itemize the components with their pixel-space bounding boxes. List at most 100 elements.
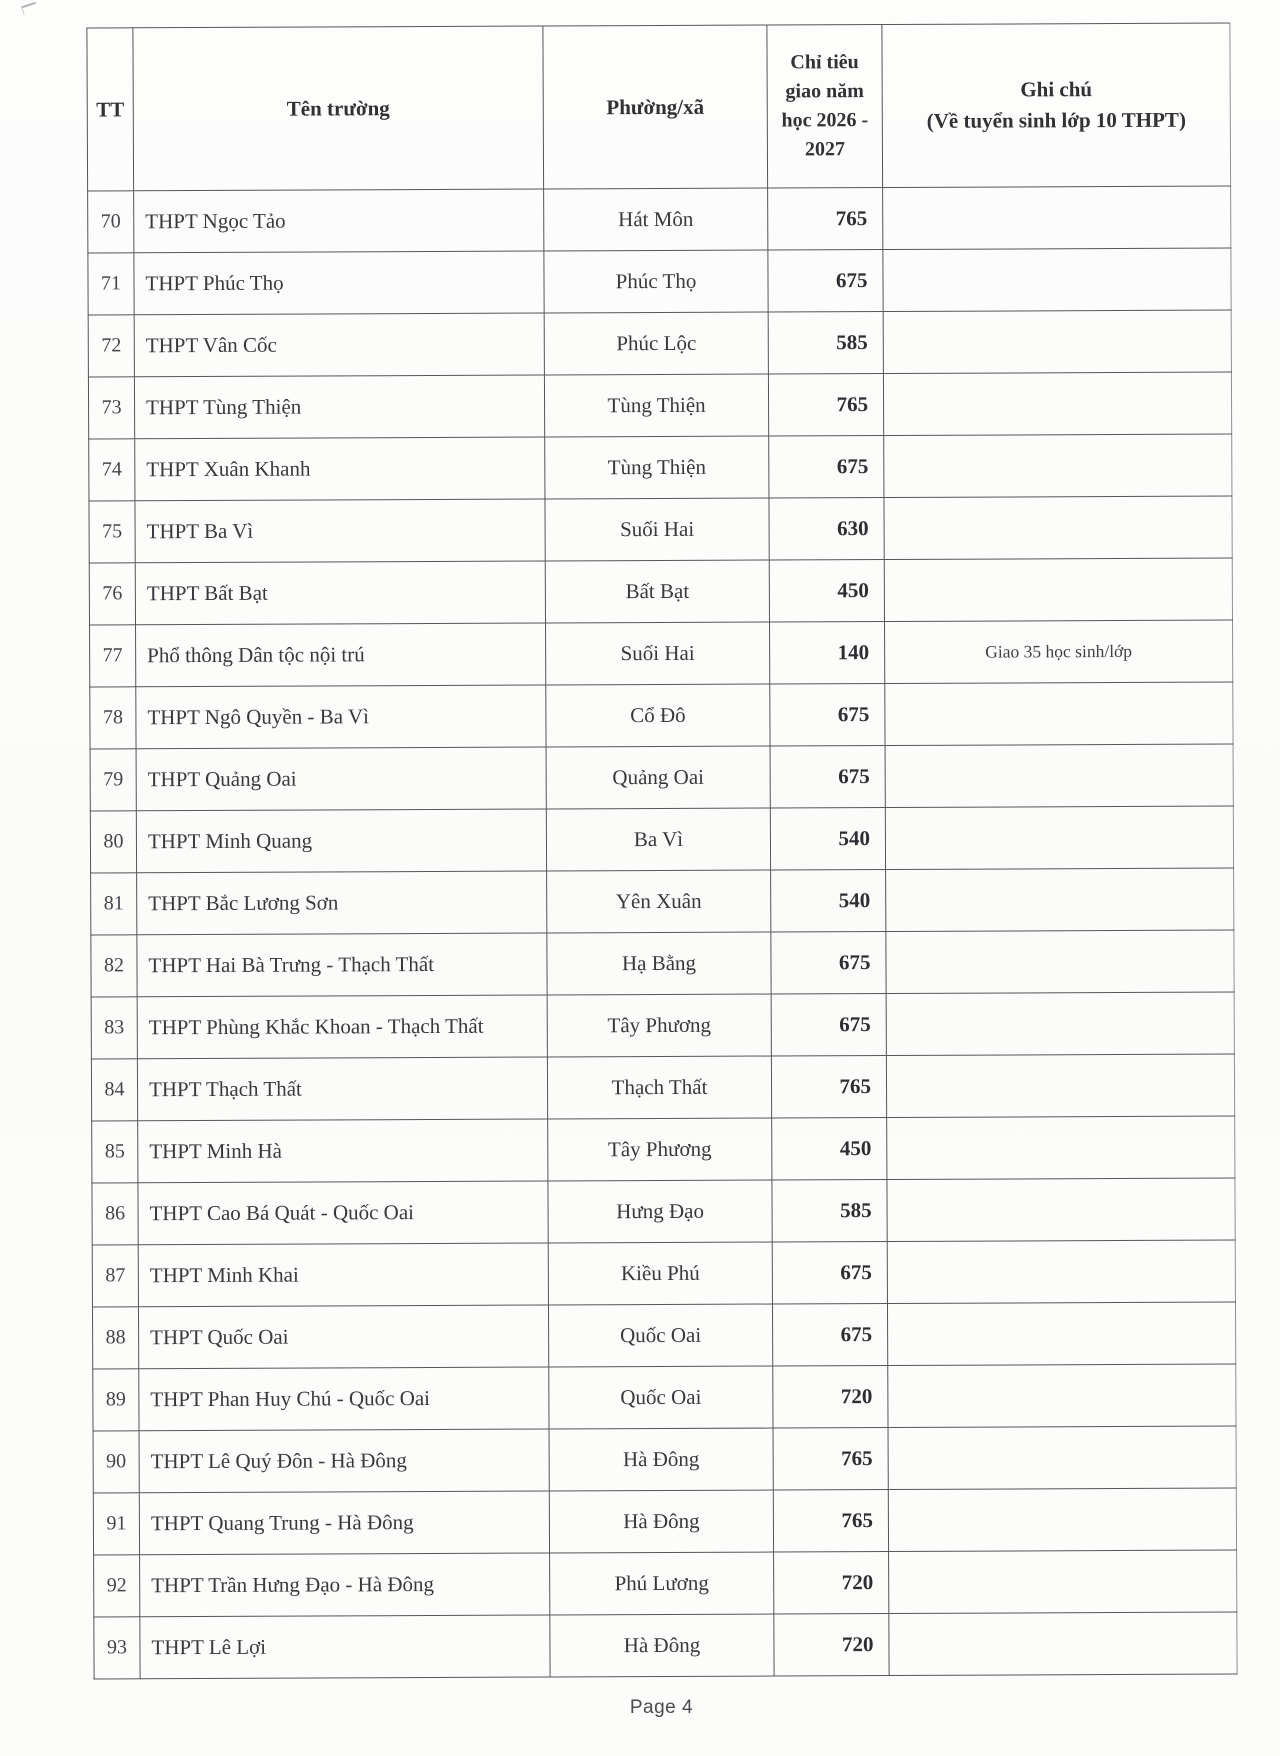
table-row: 73 THPT Tùng Thiện Tùng Thiện 765 bbox=[88, 372, 1232, 439]
cell-quota: 720 bbox=[772, 1365, 889, 1429]
cell-ward: Tây Phương bbox=[547, 1118, 772, 1181]
cell-tt: 93 bbox=[93, 1616, 141, 1679]
cell-school: THPT Ngọc Tảo bbox=[133, 189, 544, 253]
cell-school: THPT Trần Hưng Đạo - Hà Đông bbox=[139, 1552, 550, 1617]
cell-school: THPT Phúc Thọ bbox=[133, 251, 545, 315]
cell-school: THPT Tùng Thiện bbox=[134, 375, 545, 439]
cell-quota: 675 bbox=[768, 435, 884, 499]
scan-mark-artifact bbox=[20, 1, 39, 16]
cell-quota: 675 bbox=[771, 993, 887, 1057]
header-tt: TT bbox=[86, 27, 134, 191]
cell-note bbox=[882, 186, 1231, 250]
cell-note bbox=[887, 1363, 1237, 1428]
cell-note bbox=[885, 806, 1234, 870]
cell-quota: 630 bbox=[768, 497, 885, 561]
cell-school: THPT Cao Bá Quát - Quốc Oai bbox=[137, 1180, 549, 1245]
table-row: 77 Phổ thông Dân tộc nội trú Suối Hai 140 Gi… bbox=[89, 620, 1233, 687]
cell-tt: 72 bbox=[88, 314, 135, 377]
cell-note bbox=[886, 1054, 1235, 1118]
table-row: 70 THPT Ngọc Tảo Hát Môn 765 bbox=[87, 186, 1231, 253]
cell-quota: 675 bbox=[770, 931, 887, 995]
table-row: 81 THPT Bắc Lương Sơn Yên Xuân 540 bbox=[90, 868, 1234, 935]
cell-quota: 540 bbox=[770, 807, 886, 871]
header-quota: Chỉ tiêu giao năm học 2026 - 2027 bbox=[766, 24, 883, 189]
cell-school: THPT Quốc Oai bbox=[138, 1304, 549, 1369]
cell-note bbox=[882, 248, 1232, 312]
cell-note bbox=[886, 1116, 1235, 1180]
cell-quota: 765 bbox=[771, 1055, 887, 1119]
cell-tt: 85 bbox=[91, 1120, 138, 1183]
cell-school: THPT Lê Quý Đôn - Hà Đông bbox=[139, 1428, 550, 1493]
table-row: 92 THPT Trần Hưng Đạo - Hà Đông Phú Lương 7… bbox=[93, 1549, 1237, 1617]
table-row: 75 THPT Ba Vì Suối Hai 630 bbox=[88, 496, 1233, 563]
cell-note bbox=[888, 1425, 1237, 1490]
cell-tt: 83 bbox=[91, 996, 138, 1059]
cell-school: THPT Hai Bà Trưng - Thạch Thất bbox=[136, 933, 548, 997]
table-row: 93 THPT Lê Lợi Hà Đông 720 bbox=[93, 1611, 1238, 1679]
cell-note bbox=[886, 1178, 1236, 1242]
cell-note bbox=[885, 744, 1234, 808]
cell-tt: 79 bbox=[90, 748, 137, 811]
cell-ward: Hát Môn bbox=[543, 188, 768, 252]
cell-tt: 70 bbox=[87, 190, 134, 253]
cell-tt: 89 bbox=[92, 1368, 140, 1431]
cell-quota: 765 bbox=[773, 1427, 889, 1491]
cell-ward: Hà Đông bbox=[549, 1614, 775, 1677]
cell-school: THPT Phan Huy Chú - Quốc Oai bbox=[138, 1366, 550, 1431]
cell-quota: 140 bbox=[769, 621, 885, 685]
header-ward: Phường/xã bbox=[542, 25, 768, 190]
table-row: 86 THPT Cao Bá Quát - Quốc Oai Hưng Đạo 585 bbox=[91, 1178, 1236, 1245]
cell-note bbox=[888, 1611, 1238, 1676]
enrollment-quota-table: TT Tên trường Phường/xã Chỉ tiêu giao nă… bbox=[86, 23, 1238, 1680]
cell-ward: Cổ Đô bbox=[545, 684, 771, 748]
cell-school: THPT Xuân Khanh bbox=[134, 437, 545, 501]
cell-tt: 78 bbox=[89, 686, 137, 749]
cell-ward: Tây Phương bbox=[547, 994, 772, 1057]
cell-quota: 540 bbox=[770, 869, 886, 933]
cell-quota: 585 bbox=[768, 311, 884, 375]
cell-tt: 81 bbox=[90, 872, 137, 935]
cell-ward: Hà Đông bbox=[549, 1490, 774, 1553]
quota-table-container: TT Tên trường Phường/xã Chỉ tiêu giao nă… bbox=[86, 23, 1238, 1680]
cell-tt: 76 bbox=[89, 562, 136, 625]
cell-school: THPT Ba Vì bbox=[134, 499, 546, 563]
cell-tt: 91 bbox=[93, 1492, 140, 1555]
table-body: 70 THPT Ngọc Tảo Hát Môn 765 71 THPT Phúc Thọ… bbox=[87, 186, 1238, 1679]
cell-ward: Phú Lương bbox=[549, 1552, 774, 1615]
cell-school: THPT Minh Hà bbox=[137, 1118, 548, 1183]
cell-tt: 71 bbox=[87, 252, 135, 315]
cell-quota: 675 bbox=[767, 249, 884, 313]
table-row: 72 THPT Vân Cốc Phúc Lộc 585 bbox=[88, 310, 1232, 377]
cell-school: THPT Phùng Khắc Khoan - Thạch Thất bbox=[137, 995, 548, 1059]
cell-quota: 585 bbox=[771, 1179, 888, 1243]
header-note: Ghi chú (Về tuyển sinh lớp 10 THPT) bbox=[881, 23, 1231, 188]
table-row: 76 THPT Bất Bạt Bất Bạt 450 bbox=[89, 558, 1233, 625]
cell-tt: 73 bbox=[88, 376, 135, 439]
cell-note bbox=[883, 310, 1232, 374]
table-row: 82 THPT Hai Bà Trưng - Thạch Thất Hạ Bằng 6… bbox=[90, 930, 1235, 997]
cell-quota: 765 bbox=[773, 1489, 889, 1553]
table-row: 80 THPT Minh Quang Ba Vì 540 bbox=[90, 806, 1234, 873]
table-row: 78 THPT Ngô Quyền - Ba Vì Cổ Đô 675 bbox=[89, 682, 1234, 749]
cell-tt: 90 bbox=[93, 1430, 140, 1493]
cell-ward: Tùng Thiện bbox=[544, 436, 769, 500]
cell-ward: Quốc Oai bbox=[548, 1304, 773, 1367]
page-number: Page 4 bbox=[629, 1697, 694, 1718]
cell-tt: 88 bbox=[92, 1306, 139, 1369]
cell-note bbox=[887, 1301, 1236, 1366]
cell-tt: 80 bbox=[90, 810, 137, 873]
cell-school: THPT Bất Bạt bbox=[135, 561, 546, 625]
cell-ward: Hạ Bằng bbox=[546, 932, 772, 996]
cell-ward: Quảng Oai bbox=[546, 746, 771, 810]
cell-school: THPT Ngô Quyền - Ba Vì bbox=[135, 685, 547, 749]
cell-ward: Thạch Thất bbox=[547, 1056, 772, 1119]
cell-tt: 86 bbox=[91, 1182, 139, 1245]
cell-quota: 450 bbox=[771, 1117, 887, 1181]
cell-tt: 92 bbox=[93, 1554, 140, 1617]
table-row: 85 THPT Minh Hà Tây Phương 450 bbox=[91, 1116, 1235, 1183]
cell-note bbox=[883, 372, 1232, 436]
table-row: 71 THPT Phúc Thọ Phúc Thọ 675 bbox=[87, 248, 1232, 315]
cell-quota: 675 bbox=[770, 745, 886, 809]
cell-quota: 720 bbox=[773, 1613, 890, 1677]
